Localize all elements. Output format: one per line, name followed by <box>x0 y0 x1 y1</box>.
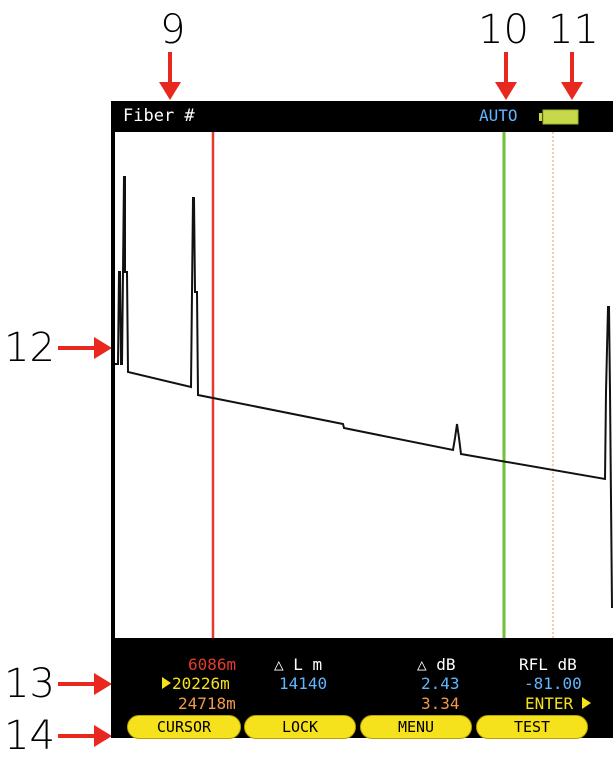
rfl-value: -81.00 <box>524 674 582 693</box>
trace-screen[interactable] <box>115 132 613 638</box>
delta-db-c-value: 3.34 <box>421 694 460 713</box>
delta-db-header: △ dB <box>417 655 456 674</box>
cursor-b-position: 20226m <box>172 674 230 693</box>
battery-icon <box>539 109 579 125</box>
callout-14: 14 <box>4 713 55 759</box>
status-bar: Fiber # AUTO <box>111 101 613 131</box>
measurement-readout: 6086m △ L m △ dB RFL dB 20226m 14140 2.4… <box>111 638 613 726</box>
callout-12: 12 <box>4 325 55 371</box>
enter-arrow-icon <box>582 697 591 709</box>
arrow-right-icon <box>58 337 112 359</box>
active-cursor-marker-icon <box>162 677 171 689</box>
callout-11: 11 <box>548 7 599 53</box>
arrow-right-icon <box>58 725 112 747</box>
arrow-down-icon <box>159 52 181 100</box>
enter-label[interactable]: ENTER <box>525 694 574 713</box>
delta-length-value: 14140 <box>279 674 328 693</box>
test-button[interactable]: TEST <box>476 715 588 739</box>
softkey-bar: CURSOR LOCK MENU TEST <box>111 712 613 739</box>
rfl-header: RFL dB <box>519 655 577 674</box>
arrow-right-icon <box>58 673 112 695</box>
menu-button[interactable]: MENU <box>360 715 472 739</box>
otdr-display: Fiber # AUTO 6086m △ L m △ dB RFL dB 202… <box>111 101 613 739</box>
mode-indicator: AUTO <box>479 106 518 125</box>
arrow-down-icon <box>561 52 583 100</box>
callout-13: 13 <box>4 661 55 707</box>
delta-length-header: △ L m <box>274 655 323 674</box>
callout-10: 10 <box>478 7 529 53</box>
arrow-down-icon <box>495 52 517 100</box>
cursor-c-position: 24718m <box>178 694 236 713</box>
callout-9: 9 <box>160 7 186 53</box>
trace-plot <box>115 132 613 638</box>
fiber-trace <box>115 176 613 608</box>
fiber-number-label: Fiber # <box>123 106 195 126</box>
lock-button[interactable]: LOCK <box>244 715 356 739</box>
cursor-button[interactable]: CURSOR <box>127 715 241 739</box>
cursor-a-position: 6086m <box>188 655 237 674</box>
delta-db-b-value: 2.43 <box>421 674 460 693</box>
